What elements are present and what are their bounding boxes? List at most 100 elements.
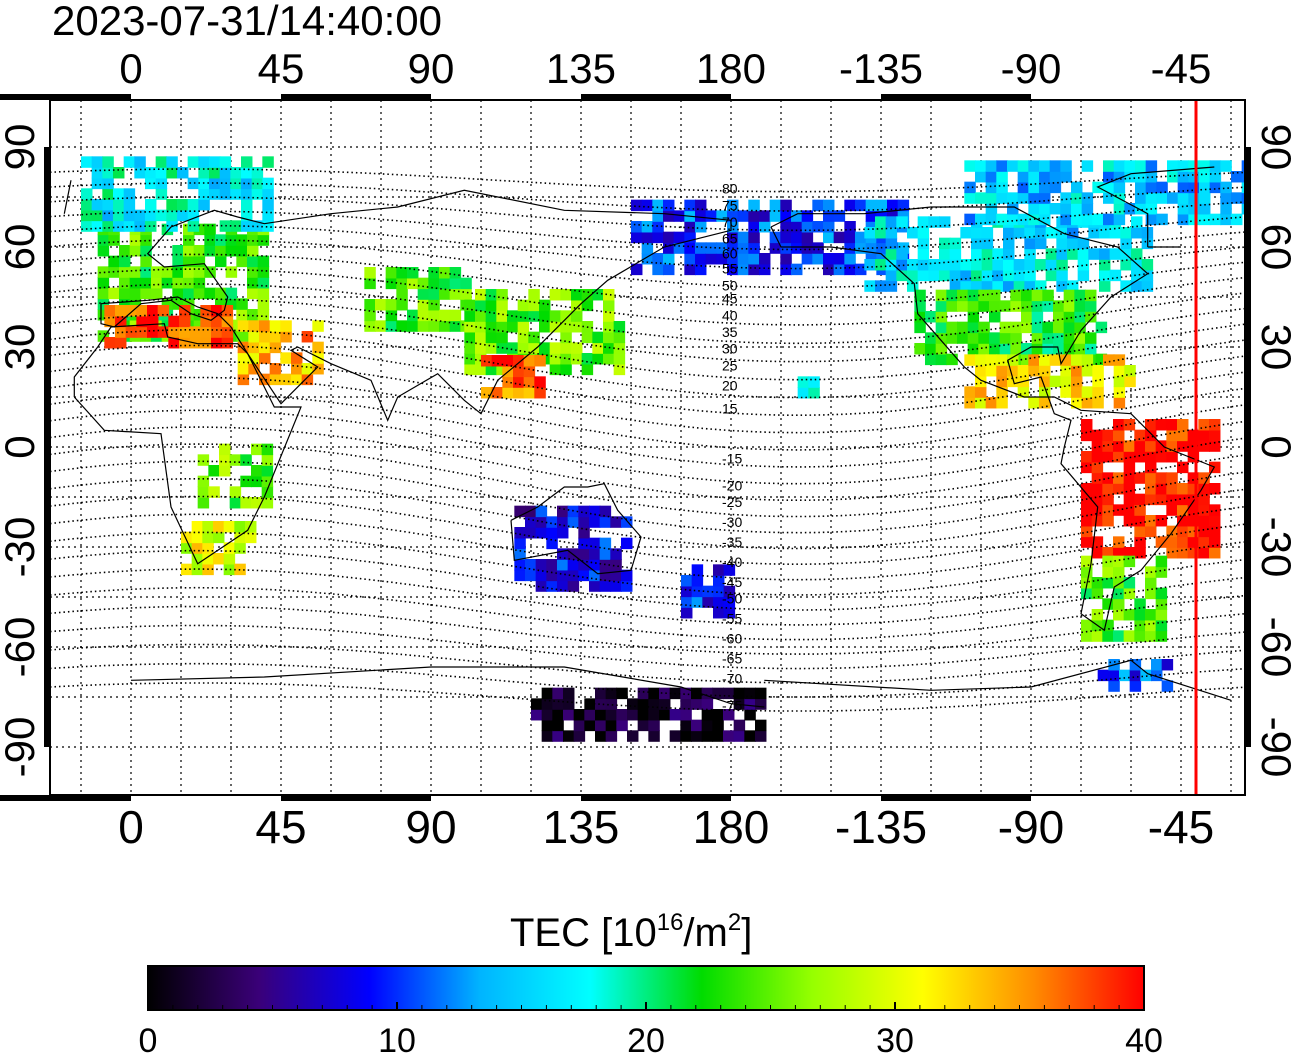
tec-cell [1081, 587, 1093, 600]
tec-cell [971, 227, 983, 239]
tec-cell [1134, 536, 1146, 548]
tec-cell [896, 259, 908, 271]
tec-cell [1188, 181, 1200, 194]
right-lat-tick-label: -90 [1253, 717, 1294, 778]
tec-cell [691, 687, 703, 700]
tec-cell [91, 220, 104, 232]
tec-cell [396, 277, 408, 290]
tec-cell [1039, 375, 1051, 388]
tec-cell [769, 199, 782, 212]
colorbar-tick-label: 10 [378, 1022, 416, 1057]
tec-cell [97, 266, 110, 278]
tec-cell [1003, 269, 1015, 282]
tec-cell [211, 326, 223, 338]
tec-cell [119, 277, 131, 289]
tec-cell [1145, 630, 1157, 642]
tec-cell [1017, 386, 1030, 398]
tec-cell [1081, 504, 1093, 516]
tec-cell [1123, 555, 1136, 568]
tec-cell [960, 227, 972, 239]
tec-cell [241, 209, 253, 222]
tec-cell [1145, 483, 1157, 495]
tec-cell [1085, 289, 1097, 302]
right-lat-tick-label: 60 [1253, 224, 1294, 271]
tec-cell [1067, 237, 1079, 250]
tec-cell [204, 234, 216, 246]
tec-cell [578, 505, 590, 518]
tec-cell [797, 387, 810, 399]
tec-cell [97, 277, 110, 289]
tec-cell [115, 305, 127, 317]
tec-cell [1187, 504, 1200, 516]
tec-cell [1177, 440, 1189, 452]
tec-cell [155, 156, 168, 168]
tec-cell [960, 259, 972, 271]
tec-cell [949, 237, 962, 250]
tec-region [964, 354, 1136, 409]
tec-cell [485, 299, 498, 312]
tec-cell [641, 253, 654, 265]
tec-cell [876, 253, 888, 265]
tec-cell [1123, 493, 1136, 506]
contour-label: -55 [722, 611, 742, 627]
tec-cell [744, 698, 756, 710]
tec-cell [823, 210, 835, 222]
tec-cell [1220, 192, 1232, 204]
tec-cell [1123, 461, 1136, 474]
tec-cell [241, 177, 253, 190]
tec-cell [1145, 160, 1158, 172]
tec-cell [1060, 386, 1072, 398]
tec-cell [1113, 577, 1125, 589]
tec-cell [1167, 160, 1179, 172]
tec-cell [1024, 280, 1036, 292]
tec-cell [91, 199, 104, 211]
tec-cell [535, 580, 548, 592]
tec-cell [140, 287, 152, 300]
tec-cell [695, 210, 707, 222]
tec-cell [560, 289, 572, 301]
tec-cell [996, 192, 1008, 204]
tec-cell [755, 730, 767, 742]
tec-cell [780, 221, 792, 233]
contour-line [50, 443, 1245, 518]
tec-cell [151, 277, 163, 289]
tec-cell [129, 287, 142, 300]
tec-cell [449, 320, 462, 332]
tec-cell [712, 709, 724, 721]
tec-cell [1123, 440, 1136, 452]
tec-cell [197, 454, 210, 466]
tec-cell [581, 331, 594, 344]
tec-cell [168, 315, 180, 328]
tec-cell [680, 719, 692, 732]
tec-cell [1134, 440, 1146, 452]
tec-cell [1091, 461, 1104, 474]
tec-cell [261, 486, 274, 498]
tec-cell [280, 331, 292, 343]
tec-cell [1081, 525, 1093, 538]
tec-cell [1155, 493, 1168, 506]
tec-cell [964, 160, 976, 172]
tec-cell [1077, 269, 1090, 282]
tec-cell [219, 177, 232, 190]
tec-cell [248, 363, 260, 375]
tec-cell [385, 320, 398, 332]
tec-cell [1177, 483, 1189, 495]
tec-cell [1166, 547, 1178, 559]
tec-cell [280, 352, 292, 364]
tec-cell [727, 221, 739, 233]
tec-cell [407, 267, 419, 279]
tec-cell [701, 730, 714, 742]
tec-cell [364, 267, 376, 279]
tec-cell [705, 242, 718, 254]
tec-cell [833, 253, 846, 265]
tec-cell [464, 353, 476, 365]
tec-cell [1081, 536, 1093, 548]
tec-cell [539, 342, 551, 354]
tec-cell [673, 231, 686, 244]
tec-cell [801, 210, 814, 222]
top-lon-tick-label: 90 [408, 45, 455, 92]
tec-cell [280, 373, 292, 386]
tec-cell [129, 245, 142, 257]
tec-cell [695, 253, 707, 265]
tec-cell [975, 213, 987, 226]
